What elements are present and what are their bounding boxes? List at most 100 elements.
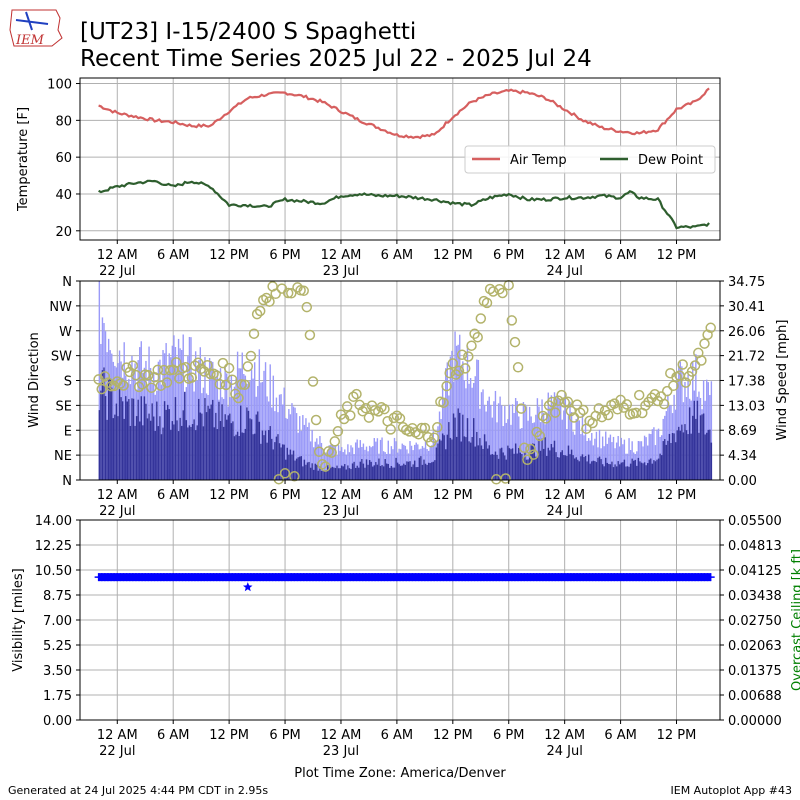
wind-direction-point xyxy=(475,313,487,324)
wind-gust-bar xyxy=(372,446,374,480)
wind-direction-point xyxy=(245,350,257,362)
wind-speed-bar xyxy=(140,396,142,480)
wind-direction-point xyxy=(388,412,400,424)
wind-gust-bar xyxy=(497,403,500,480)
wind-speed-bar xyxy=(309,467,312,480)
wind-gust-bar xyxy=(401,443,403,480)
wind-gust-bar xyxy=(614,448,616,480)
x-tick-label: 6 PM xyxy=(269,488,300,503)
wind-direction-point xyxy=(578,404,589,416)
wind-speed-bar xyxy=(134,425,136,480)
y-tick-label: 80 xyxy=(55,114,72,129)
wind-gust-bar xyxy=(410,445,413,480)
wind-gust-bar xyxy=(173,335,175,480)
wind-gust-bar xyxy=(667,394,669,480)
wind-speed-bar xyxy=(216,429,219,480)
wind-speed-bar xyxy=(255,414,257,480)
y-tick-label-right: 21.72 xyxy=(728,350,765,365)
wind-speed-bar xyxy=(583,457,585,480)
wind-gust-bar xyxy=(389,453,391,480)
wind-speed-bar xyxy=(269,426,271,480)
wind-speed-bar xyxy=(277,434,279,480)
wind-speed-bar xyxy=(370,461,372,480)
wind-gust-bar xyxy=(305,418,307,480)
wind-direction-point xyxy=(459,363,471,374)
y-tick-label: 14.00 xyxy=(35,514,72,529)
wind-gust-bar xyxy=(474,376,476,480)
wind-gust-bar xyxy=(314,441,316,480)
wind-speed-bar xyxy=(642,463,644,480)
wind-gust-bar xyxy=(710,381,713,480)
wind-gust-bar xyxy=(392,449,394,480)
wind-speed-bar xyxy=(664,439,666,480)
wind-gust-bar xyxy=(445,368,447,480)
wind-direction-point xyxy=(416,422,427,434)
wind-speed-bar xyxy=(266,442,268,480)
wind-speed-bar xyxy=(104,396,107,480)
wind-speed-bar xyxy=(271,438,273,480)
wind-speed-bar xyxy=(180,425,183,480)
ceiling-y-ticks: 0.00000 0.00688 0.01375 0.02063 0.02750 0.034… xyxy=(720,514,782,729)
wind-speed-bar xyxy=(463,436,466,480)
wind-gust-bar xyxy=(679,361,682,480)
wind-gust-bar xyxy=(508,404,511,480)
wind-speed-bar xyxy=(100,390,102,480)
wind-speed-bar xyxy=(504,455,506,480)
wind-speed-bar xyxy=(581,454,584,480)
wind-speed-bar xyxy=(648,459,650,480)
wind-direction-point xyxy=(310,414,322,426)
wind-direction-point xyxy=(152,364,163,376)
wind-gust-bar xyxy=(400,449,402,480)
wind-gust-bar xyxy=(491,417,494,480)
wind-speed-bar xyxy=(698,432,700,480)
wind-speed-bar xyxy=(235,434,237,480)
wind-speed-bar xyxy=(681,424,683,480)
wind-gust-bar xyxy=(493,401,495,480)
wind-direction-point xyxy=(307,376,319,387)
wind-direction-point xyxy=(528,449,539,460)
wind-speed-bar xyxy=(386,463,388,480)
wind-speed-bar xyxy=(263,435,265,480)
wind-direction-point xyxy=(155,380,167,391)
wind-direction-point xyxy=(329,436,341,447)
wind-speed-bar xyxy=(218,401,220,480)
wind-gust-bar xyxy=(646,445,649,480)
wind-direction-point xyxy=(621,399,633,410)
wind-gust-bar xyxy=(334,446,337,480)
footer-generated: Generated at 24 Jul 2025 4:44 PM CDT in … xyxy=(8,784,268,797)
x-tick-label: 12 PM xyxy=(433,728,473,743)
wind-gust-bar xyxy=(446,362,448,480)
wind-speed-bar xyxy=(508,448,511,480)
wind-direction-point xyxy=(525,443,536,455)
wind-direction-point xyxy=(317,459,328,470)
x-tick-label: 12 AM xyxy=(97,728,138,743)
wind-direction-point xyxy=(363,412,375,423)
wind-speed-bar xyxy=(567,445,570,480)
wind-speed-bar xyxy=(393,467,396,480)
wind-speed-bar xyxy=(685,430,688,480)
wind-speed-bar xyxy=(149,420,152,480)
wind-speed-bar xyxy=(373,465,375,480)
wind-speed-bar xyxy=(670,443,672,480)
wind-gust-bar xyxy=(463,380,466,480)
wind-speed-bar xyxy=(427,462,430,480)
y-tick-label-right: 0.00000 xyxy=(728,714,782,729)
x-tick-label: 6 AM xyxy=(381,728,414,743)
x-tick-label: 6 AM xyxy=(157,248,190,263)
wind-speed-bar xyxy=(198,398,200,480)
temperature-legend: Air Temp Dew Point xyxy=(464,145,716,174)
wind-gust-bar xyxy=(403,444,405,480)
wind-speed-bar xyxy=(340,465,343,480)
wind-speed-bar xyxy=(244,428,247,480)
wind-direction-point xyxy=(677,359,688,370)
wind-gust-bar xyxy=(619,446,621,480)
wind-gust-bar xyxy=(309,441,312,480)
wind-speed-bar xyxy=(328,467,330,480)
wind-speed-bar xyxy=(188,425,191,480)
wind-gust-bar xyxy=(496,422,498,480)
wind-gust-bar xyxy=(162,350,164,480)
wind-gust-bar xyxy=(415,442,417,480)
wind-speed-bar xyxy=(572,455,574,480)
y-tick-label-right: 26.06 xyxy=(728,325,765,340)
